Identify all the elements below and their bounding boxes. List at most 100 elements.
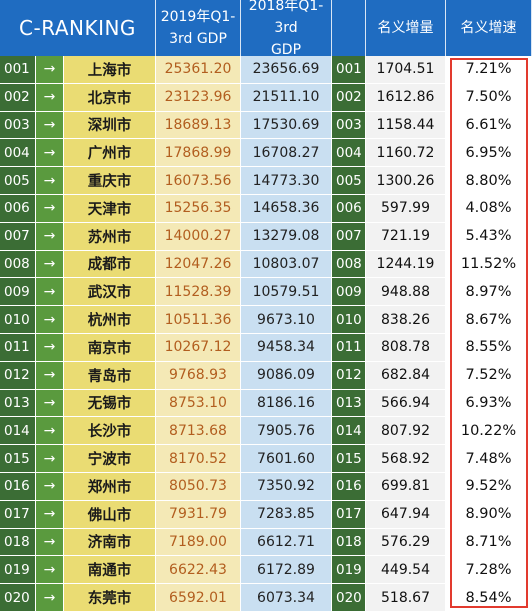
city-cell: 上海市 [64,56,156,83]
gdp-2019-cell: 12047.26 [156,250,241,278]
gdp-2019-cell: 23123.96 [156,83,241,111]
rank-cell: 001 [0,56,36,83]
rank-cell: 006 [0,194,36,222]
growth-cell: 8.97% [446,278,532,306]
gdp-2019-cell: 25361.20 [156,56,241,83]
arrow-cell: → [36,389,64,417]
table-row: 018 → 济南市 7189.00 6612.71 018 576.29 8.71% [0,528,532,557]
growth-cell: 7.50% [446,83,532,111]
gdp-2018-cell: 13279.08 [241,222,332,250]
rank-repeat-cell: 009 [332,278,366,306]
rank-cell: 016 [0,472,36,500]
gdp-2019-cell: 18689.13 [156,111,241,139]
growth-cell: 4.08% [446,194,532,222]
city-cell: 无锡市 [64,389,156,417]
arrow-cell: → [36,500,64,528]
gdp-2019-cell: 11528.39 [156,278,241,306]
gdp-2018-cell: 14773.30 [241,167,332,194]
gdp-2018-cell: 16708.27 [241,139,332,167]
rank-cell: 009 [0,278,36,306]
growth-cell: 8.71% [446,528,532,556]
increase-cell: 699.81 [366,472,446,500]
table-row: 020 → 东莞市 6592.01 6073.34 020 518.67 8.54% [0,584,532,612]
table-row: 007 → 苏州市 14000.27 13279.08 007 721.19 5.43% [0,222,532,251]
rank-cell: 011 [0,333,36,361]
gdp-2019-cell: 14000.27 [156,222,241,250]
gdp-2018-cell: 7601.60 [241,445,332,472]
gdp-2019-cell: 10267.12 [156,333,241,361]
gdp-2019-cell: 8170.52 [156,445,241,472]
growth-cell: 7.48% [446,445,532,472]
gdp-2018-cell: 10803.07 [241,250,332,278]
rank2-header-spacer [332,0,366,56]
table-row: 003 → 深圳市 18689.13 17530.69 003 1158.44 6.61% [0,111,532,140]
gdp-2018-cell: 6073.34 [241,584,332,611]
city-cell: 郑州市 [64,472,156,500]
table-row: 017 → 佛山市 7931.79 7283.85 017 647.94 8.90% [0,500,532,529]
arrow-cell: → [36,306,64,333]
table-row: 011 → 南京市 10267.12 9458.34 011 808.78 8.55% [0,333,532,362]
table-row: 008 → 成都市 12047.26 10803.07 008 1244.19 11.52% [0,250,532,279]
arrow-cell: → [36,584,64,611]
growth-cell: 8.55% [446,333,532,361]
table-row: 019 → 南通市 6622.43 6172.89 019 449.54 7.28% [0,556,532,585]
gdp-2018-cell: 6172.89 [241,556,332,584]
gdp-2018-cell: 9673.10 [241,306,332,333]
city-cell: 佛山市 [64,500,156,528]
gdp-2018-cell: 23656.69 [241,56,332,83]
city-cell: 天津市 [64,194,156,222]
gdp-2019-cell: 16073.56 [156,167,241,194]
rank-repeat-cell: 007 [332,222,366,250]
table-row: 010 → 杭州市 10511.36 9673.10 010 838.26 8.67% [0,306,532,334]
table-row: 016 → 郑州市 8050.73 7350.92 016 699.81 9.52% [0,472,532,501]
growth-cell: 8.67% [446,306,532,333]
gdp-2018-cell: 10579.51 [241,278,332,306]
rank-repeat-cell: 015 [332,445,366,472]
gdp-2019-cell: 10511.36 [156,306,241,333]
arrow-cell: → [36,194,64,222]
rank-cell: 002 [0,83,36,111]
increase-cell: 1300.26 [366,167,446,194]
gdp-2019-cell: 8753.10 [156,389,241,417]
table-row: 006 → 天津市 15256.35 14658.36 006 597.99 4.08% [0,194,532,223]
arrow-cell: → [36,139,64,167]
gdp-2018-cell: 6612.71 [241,528,332,556]
rank-cell: 008 [0,250,36,278]
increase-cell: 1612.86 [366,83,446,111]
increase-cell: 597.99 [366,194,446,222]
growth-cell: 7.52% [446,361,532,389]
rank-cell: 004 [0,139,36,167]
gdp-2018-cell: 9086.09 [241,361,332,389]
growth-cell: 8.54% [446,584,532,611]
rank-repeat-cell: 010 [332,306,366,333]
city-cell: 长沙市 [64,417,156,445]
increase-cell: 807.92 [366,417,446,445]
increase-cell: 1244.19 [366,250,446,278]
increase-cell: 682.84 [366,361,446,389]
rank-repeat-cell: 016 [332,472,366,500]
rank-cell: 003 [0,111,36,139]
gdp-2019-cell: 17868.99 [156,139,241,167]
arrow-cell: → [36,83,64,111]
table-row: 002 → 北京市 23123.96 21511.10 002 1612.86 7.50% [0,83,532,112]
arrow-cell: → [36,556,64,584]
increase-cell: 1704.51 [366,56,446,83]
rank-repeat-cell: 004 [332,139,366,167]
city-cell: 成都市 [64,250,156,278]
arrow-cell: → [36,278,64,306]
growth-cell: 8.90% [446,500,532,528]
rank-cell: 018 [0,528,36,556]
city-cell: 南京市 [64,333,156,361]
growth-cell: 6.95% [446,139,532,167]
rank-cell: 015 [0,445,36,472]
gdp-2019-cell: 7189.00 [156,528,241,556]
rank-repeat-cell: 018 [332,528,366,556]
increase-cell: 647.94 [366,500,446,528]
table-row: 015 → 宁波市 8170.52 7601.60 015 568.92 7.48% [0,445,532,473]
growth-cell: 8.80% [446,167,532,194]
rank-cell: 019 [0,556,36,584]
growth-cell: 10.22% [446,417,532,445]
increase-cell: 838.26 [366,306,446,333]
gdp-2019-cell: 6592.01 [156,584,241,611]
